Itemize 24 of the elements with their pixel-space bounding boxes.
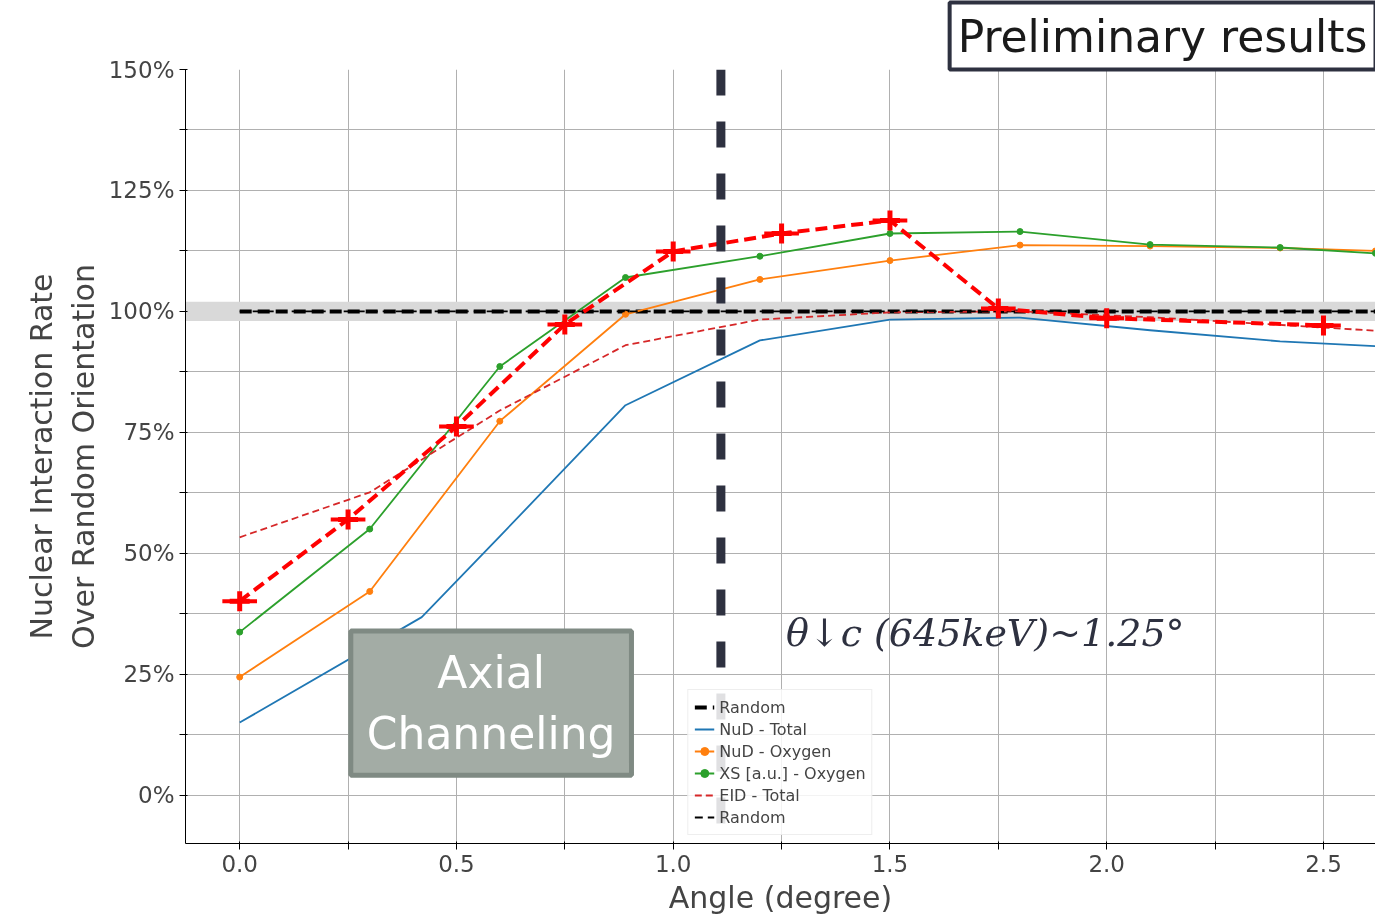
legend-label: EID - Total [719,784,800,806]
legend-label: XS [a.u.] - Oxygen [719,762,866,784]
y-tick-label: 50% [123,540,175,567]
x-tick-label: 0.5 [438,850,475,877]
y-tick-label: 0% [138,782,175,809]
x-tick-label: 2.5 [1305,850,1342,877]
annotation: θ↓c (645keV)~1.25° [785,611,1185,656]
x-tick-label: 0.0 [221,850,258,877]
legend-label: Random [719,696,786,718]
y-tick-label: 150% [108,56,175,83]
x-axis-title: Angle (degree) [668,879,893,915]
x-tick-label: 1.0 [654,850,692,877]
legend-label: Random [719,806,786,828]
annotation: Axial Channeling [366,647,616,760]
y-tick-label: 75% [123,419,175,446]
y-tick-label: 100% [108,298,175,325]
y-axis-title: Nuclear Interaction Rate Over Random Orientation [23,264,101,649]
x-tick-label: 2.0 [1088,850,1126,877]
y-tick-label: 25% [123,661,175,688]
legend-label: NuD - Total [719,718,808,740]
legend-label: NuD - Oxygen [719,740,832,762]
y-tick-label: 125% [108,177,175,204]
text: Preliminary results [957,10,1368,62]
x-tick-label: 1.5 [871,850,909,877]
